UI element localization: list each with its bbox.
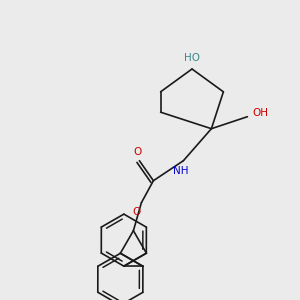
Text: OH: OH	[252, 108, 268, 118]
Text: O: O	[132, 207, 140, 217]
Text: HO: HO	[184, 53, 200, 63]
Text: O: O	[133, 147, 142, 157]
Text: NH: NH	[172, 166, 188, 176]
